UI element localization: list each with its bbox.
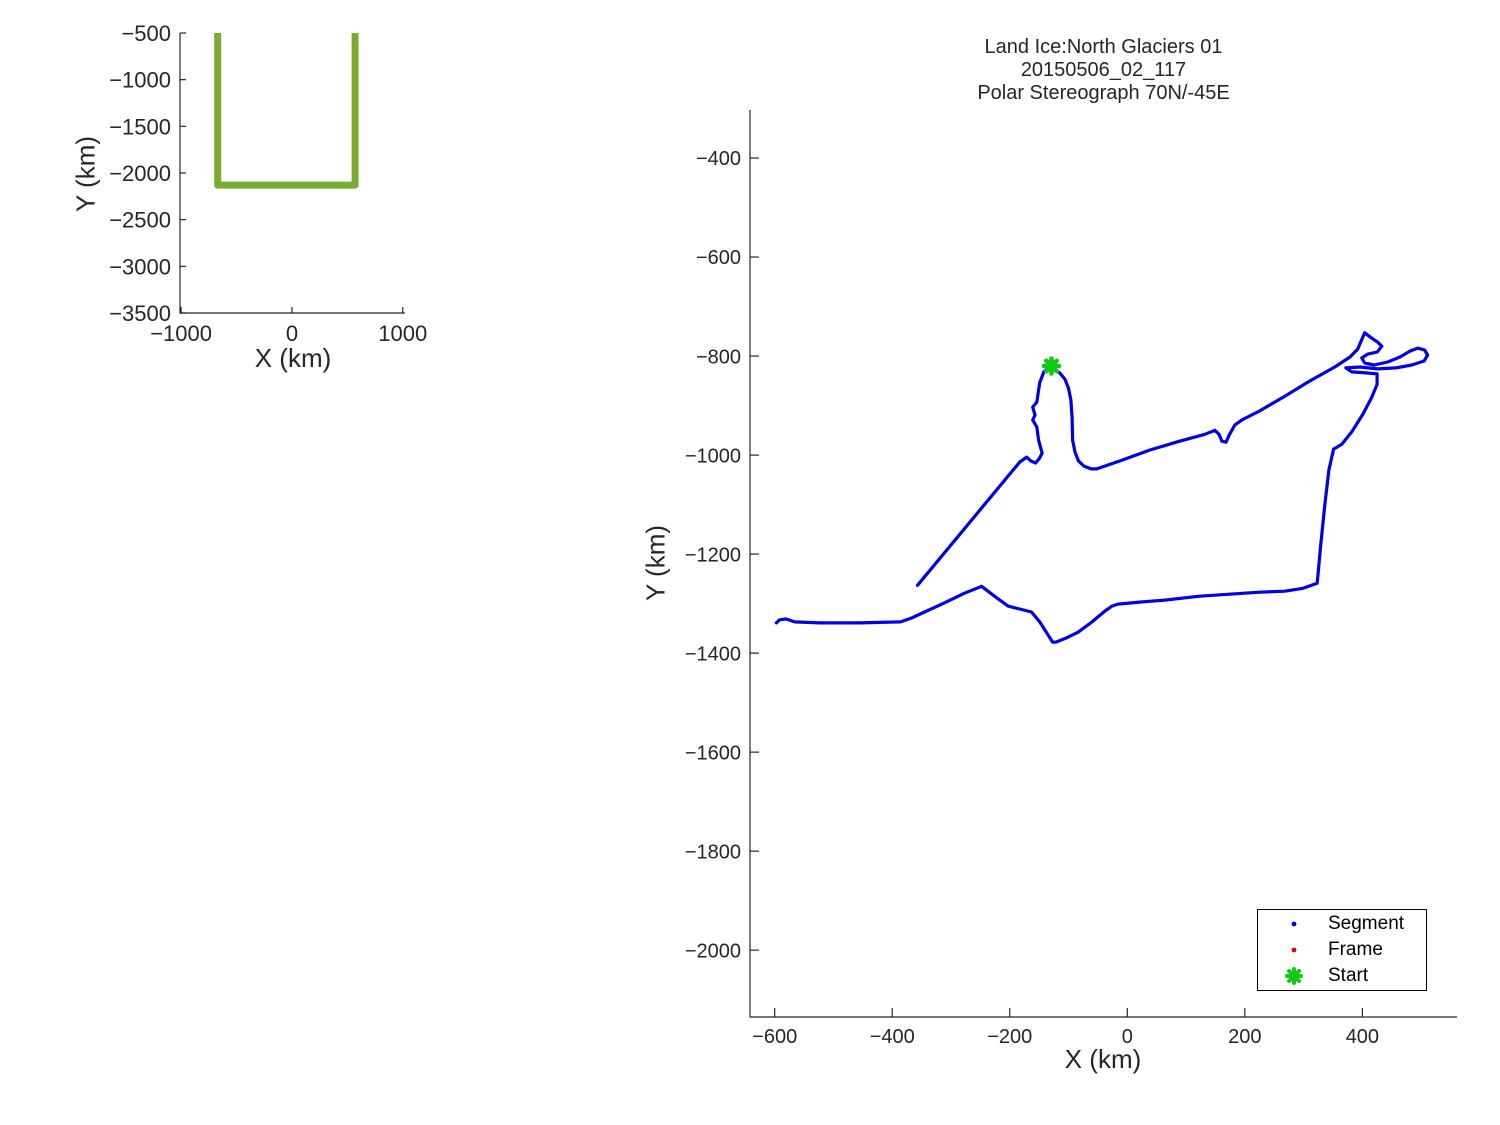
coverage-overview-plot: −1000 0 1000 −500 −1000 −1500 −2000 −2500 −3000 −… <box>109 21 427 346</box>
axis-spines <box>179 33 405 314</box>
legend-box: Segment Frame Start <box>1257 909 1427 991</box>
main-chart-title: Land Ice:North Glaciers 01 20150506_02_1… <box>750 36 1457 105</box>
tick-label: −1800 <box>685 841 741 863</box>
legend-label-frame: Frame <box>1328 939 1383 960</box>
tick-label: 400 <box>1346 1026 1379 1048</box>
title-line-projection: Polar Stereograph 70N/-45E <box>977 82 1230 104</box>
tick-label: −400 <box>870 1026 915 1048</box>
tick-label: −500 <box>121 21 171 46</box>
overview-x-axis-label: X (km) <box>254 343 332 373</box>
tick-label: −600 <box>752 1026 797 1048</box>
tick-label: −2000 <box>109 161 171 186</box>
tick-label: 200 <box>1228 1026 1261 1048</box>
legend-item-frame: Frame <box>1258 938 1426 963</box>
tick-label: −1600 <box>685 742 741 764</box>
main-x-axis-label: X (km) <box>1064 1044 1142 1074</box>
main-y-axis-label: Y (km) <box>640 524 671 602</box>
tick-label: −800 <box>696 346 741 368</box>
start-marker <box>1041 356 1062 376</box>
axis-spines <box>749 110 1457 1018</box>
series-coverage-bounds <box>214 33 359 189</box>
tick-label: −1400 <box>685 643 741 665</box>
tick-label: −1500 <box>109 114 171 139</box>
title-line-flight-id: 20150506_02_117 <box>1020 59 1187 81</box>
tick-label: −1000 <box>150 321 212 346</box>
flight-track-plot: −600 −400 −200 0 200 400−400−600−800−1000−120… <box>685 110 1457 1048</box>
title-line-mission: Land Ice:North Glaciers 01 <box>984 36 1223 58</box>
legend-label-start: Start <box>1328 965 1369 987</box>
tick-label: −400 <box>696 148 741 170</box>
legend-item-start: Start <box>1258 964 1426 989</box>
legend-label-segment: Segment <box>1328 912 1405 934</box>
tick-label: −2500 <box>109 208 171 233</box>
tick-label: 0 <box>286 321 298 346</box>
tick-label: −3000 <box>109 254 171 279</box>
tick-label: 0 <box>1122 1026 1133 1048</box>
tick-label: 1000 <box>378 321 427 346</box>
series-Segment <box>774 331 1430 644</box>
tick-label: −1000 <box>685 445 741 467</box>
overview-y-axis-label: Y (km) <box>70 135 101 213</box>
legend-item-segment: Segment <box>1258 911 1426 936</box>
tick-label: −1000 <box>109 68 171 93</box>
segment-dot-icon <box>1274 919 1314 929</box>
frame-dot-icon <box>1274 945 1314 955</box>
tick-label: −2000 <box>685 940 741 962</box>
tick-label: −600 <box>696 247 741 269</box>
tick-label: −3500 <box>109 301 171 326</box>
tick-label: −1200 <box>685 544 741 566</box>
start-asterisk-icon <box>1274 966 1314 986</box>
tick-label: −200 <box>987 1026 1032 1048</box>
